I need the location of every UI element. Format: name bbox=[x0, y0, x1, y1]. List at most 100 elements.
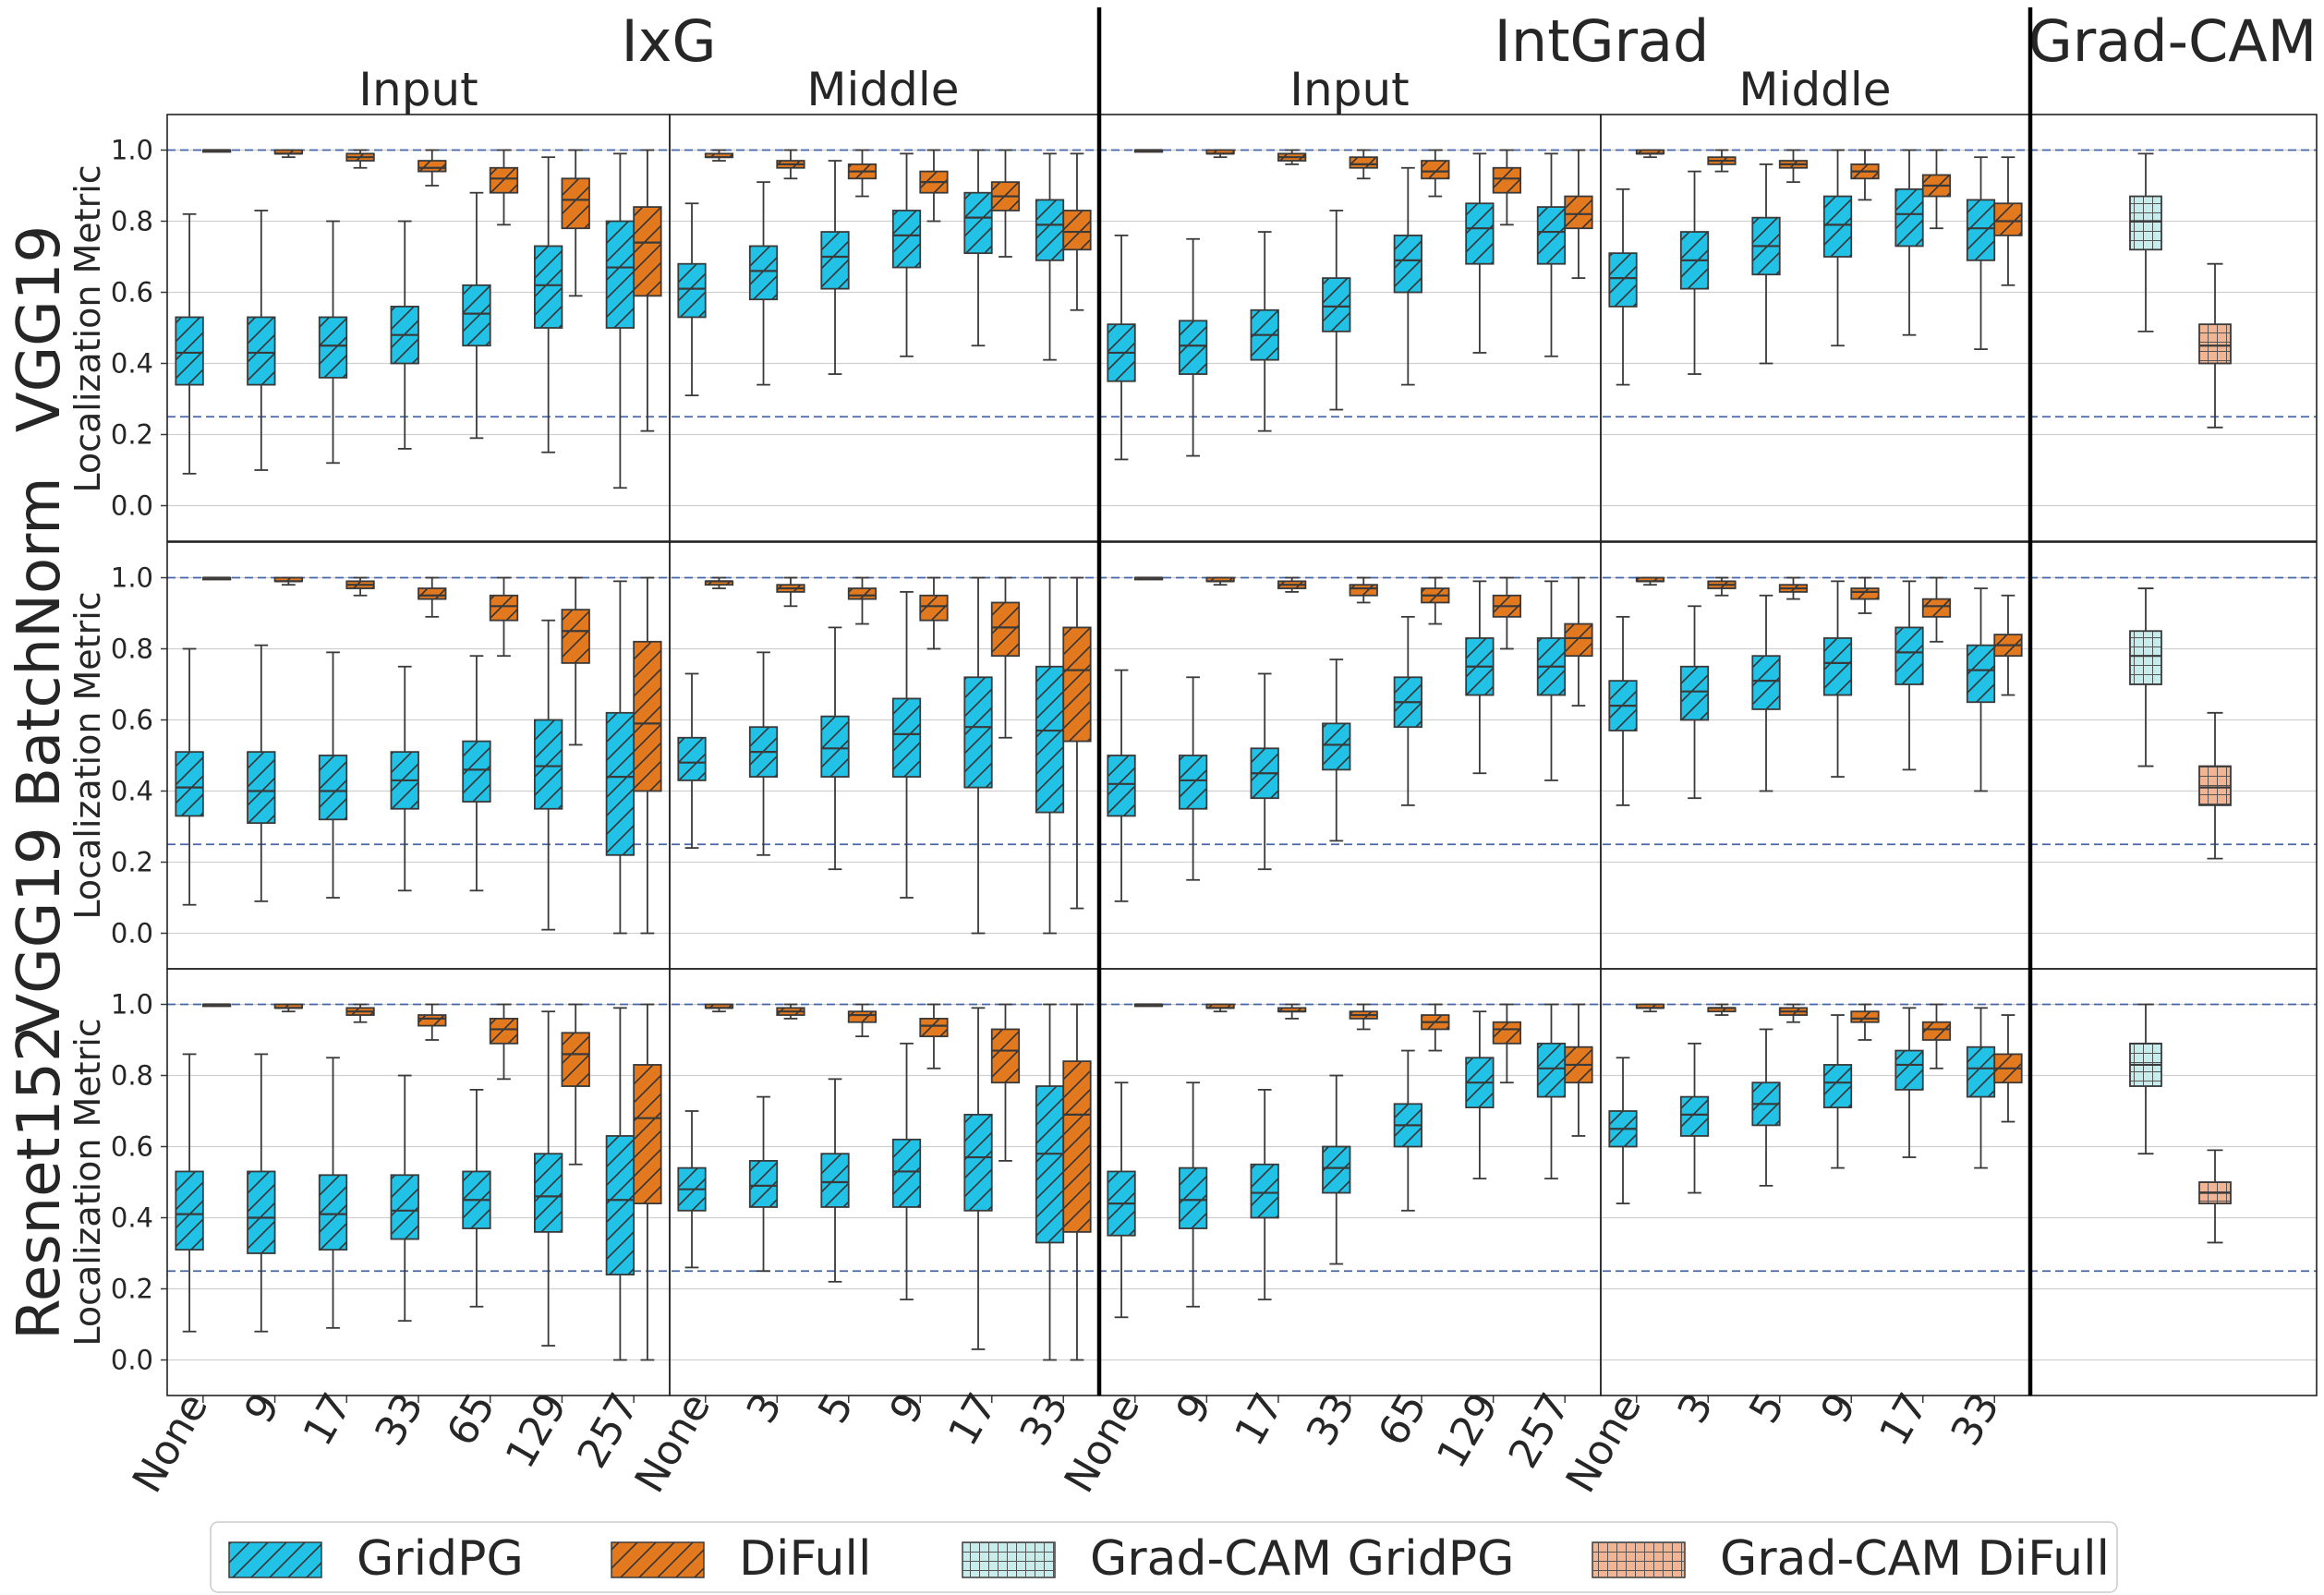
gridpg-box-box-hatch bbox=[821, 1154, 849, 1207]
difull-box-box-hatch bbox=[274, 577, 303, 582]
difull-box bbox=[1707, 149, 1737, 173]
gradcam-gridpg-box-box-edge bbox=[2129, 195, 2162, 251]
gridpg-box-box-edge bbox=[175, 1170, 204, 1251]
gridpg-box bbox=[963, 1007, 993, 1350]
gridpg-box-box-edge bbox=[462, 740, 491, 803]
y-tick-label: 0.2 bbox=[111, 847, 153, 878]
gridpg-box-box-edge bbox=[605, 1135, 635, 1275]
difull-box bbox=[1707, 576, 1737, 597]
gridpg-box-box-hatch bbox=[176, 1171, 203, 1251]
gridpg-box-box-edge bbox=[1966, 644, 1996, 704]
y-tick-label: 0.0 bbox=[111, 918, 153, 949]
gridpg-box bbox=[318, 220, 348, 465]
difull-box-box-hatch bbox=[274, 150, 303, 154]
gridpg-box-box-edge bbox=[247, 1170, 276, 1254]
difull-box-box-edge bbox=[1564, 195, 1593, 230]
gridpg-box bbox=[1393, 615, 1422, 806]
gridpg-box-box-edge bbox=[390, 1174, 419, 1240]
difull-box bbox=[489, 149, 519, 226]
difull-box-box-edge bbox=[1921, 1021, 1952, 1041]
difull-box bbox=[1277, 149, 1307, 165]
difull-box-box-hatch bbox=[920, 1018, 948, 1037]
gridpg-box bbox=[1751, 1028, 1781, 1187]
gridpg-box-box-hatch bbox=[964, 677, 992, 788]
gridpg-box-box-hatch bbox=[248, 317, 275, 385]
legend-label-gradcam-gridpg: Grad-CAM GridPG bbox=[1090, 1531, 1514, 1587]
gridpg-box bbox=[533, 619, 563, 931]
gridpg-box bbox=[1679, 605, 1710, 800]
gridpg-box-box-hatch bbox=[892, 1139, 921, 1207]
difull-box bbox=[1133, 149, 1164, 153]
gridpg-box-box-edge bbox=[247, 751, 276, 825]
difull-box-box-hatch bbox=[634, 207, 661, 296]
legend-swatch-difull-hatch bbox=[611, 1542, 704, 1577]
difull-box-box-edge bbox=[1062, 626, 1092, 743]
difull-box bbox=[1277, 576, 1307, 593]
gridpg-box bbox=[891, 152, 922, 357]
difull-box bbox=[561, 576, 590, 746]
layer-title-intgrad-input: Input bbox=[1289, 63, 1409, 116]
gridpg-box-box-hatch bbox=[749, 246, 778, 300]
row-label-resnet152: Resnet152 bbox=[6, 1024, 74, 1340]
panel-frame bbox=[669, 968, 1100, 1396]
difull-box-box-edge bbox=[633, 1064, 662, 1204]
gridpg-box bbox=[677, 1110, 707, 1269]
difull-box bbox=[704, 576, 734, 589]
y-tick-label: 0.0 bbox=[111, 1345, 153, 1376]
gridpg-box-box-edge bbox=[891, 697, 922, 779]
gridpg-box-box-hatch bbox=[534, 719, 563, 809]
gridpg-box-box-hatch bbox=[1179, 1167, 1207, 1229]
gridpg-box-box-edge bbox=[891, 1138, 922, 1208]
difull-box-box-hatch bbox=[1994, 203, 2022, 236]
gridpg-box-box-hatch bbox=[248, 752, 275, 824]
gridpg-box bbox=[820, 1078, 850, 1283]
difull-box-box-edge bbox=[847, 1010, 878, 1023]
gridpg-box-box-hatch bbox=[1323, 723, 1350, 770]
difull-box-box-edge bbox=[418, 587, 447, 600]
x-tick-label: 129 bbox=[497, 1385, 576, 1476]
y-tick-label: 0.2 bbox=[111, 419, 153, 451]
difull-box bbox=[1492, 1003, 1522, 1084]
difull-box bbox=[919, 1003, 949, 1069]
y-tick-label: 0.6 bbox=[111, 1131, 153, 1163]
panel-frame bbox=[1600, 968, 2031, 1396]
difull-box-box-edge bbox=[561, 1032, 590, 1087]
panel-frame bbox=[1600, 114, 2031, 542]
difull-box-box-hatch bbox=[418, 588, 446, 599]
difull-box-box-hatch bbox=[848, 1011, 877, 1022]
x-tick-label: 5 bbox=[1740, 1385, 1794, 1432]
gridpg-box-box-hatch bbox=[1035, 1086, 1064, 1243]
difull-box-box-hatch bbox=[562, 1033, 589, 1087]
gridpg-box-box-edge bbox=[1608, 252, 1638, 308]
gridpg-box-box-edge bbox=[533, 245, 563, 329]
gridpg-box bbox=[1107, 1081, 1136, 1319]
gridpg-box bbox=[605, 1007, 635, 1361]
gridpg-box-box-hatch bbox=[1680, 666, 1709, 720]
difull-box-box-edge bbox=[919, 594, 949, 622]
difull-box bbox=[1564, 576, 1593, 707]
difull-box-box-edge bbox=[418, 1014, 447, 1027]
difull-box bbox=[273, 149, 304, 159]
difull-box-box-edge bbox=[1421, 160, 1450, 180]
gridpg-box bbox=[1322, 210, 1351, 411]
gridpg-box-box-hatch bbox=[176, 752, 203, 816]
difull-box-box-hatch bbox=[490, 595, 518, 621]
y-tick-label: 0.8 bbox=[111, 206, 153, 237]
gridpg-box-box-edge bbox=[1107, 755, 1136, 817]
gridpg-box bbox=[175, 212, 204, 475]
gridpg-box bbox=[605, 152, 635, 489]
gridpg-box-box-hatch bbox=[892, 210, 921, 268]
difull-box bbox=[990, 149, 1021, 258]
gridpg-box bbox=[1393, 166, 1422, 386]
gridpg-box bbox=[1107, 234, 1136, 461]
difull-box-box-edge bbox=[1492, 166, 1522, 194]
gridpg-box-box-hatch bbox=[1895, 188, 1923, 247]
gridpg-box-box-hatch bbox=[1967, 645, 1995, 703]
difull-box-box-edge bbox=[1921, 598, 1952, 618]
difull-box-box-edge bbox=[1062, 210, 1092, 251]
difull-box bbox=[489, 576, 519, 658]
gridpg-box bbox=[1966, 587, 1996, 792]
difull-box bbox=[919, 149, 949, 223]
difull-box-box-hatch bbox=[1063, 1061, 1091, 1232]
gridpg-box bbox=[1250, 231, 1279, 432]
